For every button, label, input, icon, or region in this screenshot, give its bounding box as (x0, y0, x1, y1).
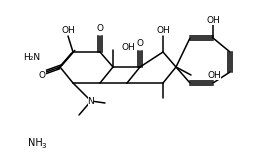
Text: OH: OH (156, 25, 170, 34)
Text: OH: OH (206, 15, 220, 24)
Text: N: N (88, 96, 94, 105)
Text: OH: OH (61, 25, 75, 34)
Text: O: O (136, 38, 143, 47)
Text: OH: OH (207, 71, 221, 80)
Text: O: O (39, 71, 46, 80)
Text: H₂N: H₂N (23, 52, 40, 62)
Text: O: O (97, 24, 104, 33)
Text: 3: 3 (41, 143, 46, 149)
Text: NH: NH (28, 138, 43, 148)
Text: OH: OH (121, 43, 135, 52)
